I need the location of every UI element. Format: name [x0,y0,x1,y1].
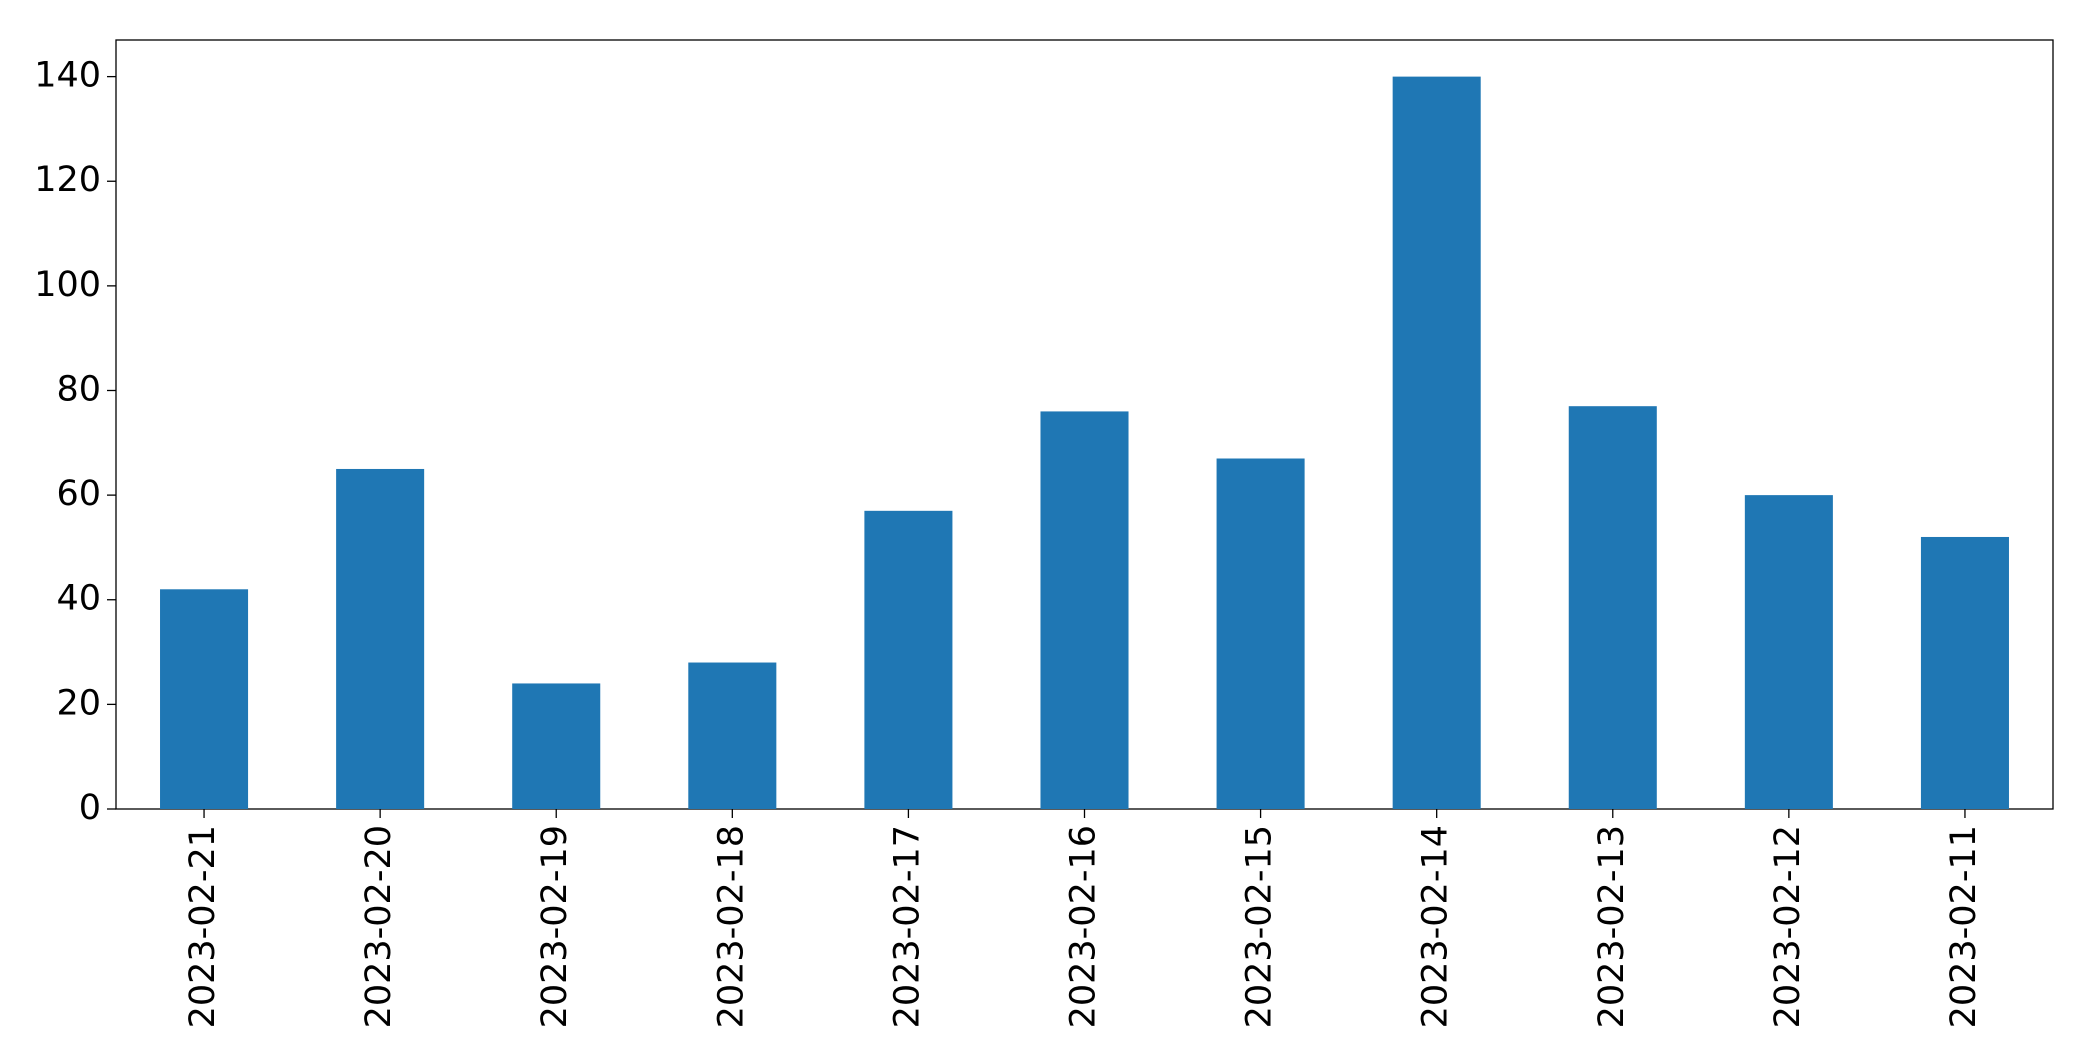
bar [1568,406,1657,809]
y-tick-label: 140 [34,56,101,96]
bar [1216,458,1305,809]
y-tick-label: 40 [56,579,101,619]
bar [864,510,953,809]
x-tick-label: 2023-02-17 [887,825,927,1028]
y-tick-label: 100 [34,265,101,305]
x-tick-label: 2023-02-20 [359,825,399,1028]
x-tick-label: 2023-02-19 [535,825,575,1028]
bar [160,589,249,809]
x-tick-label: 2023-02-16 [1064,825,1104,1028]
bar [1392,76,1481,810]
x-tick-label: 2023-02-21 [183,825,223,1028]
y-tick-label: 80 [56,369,101,409]
bar [512,683,601,809]
y-tick-label: 60 [56,474,101,514]
x-tick-label: 2023-02-12 [1768,825,1808,1028]
bar [1040,411,1129,809]
bar [1920,536,2009,809]
y-tick-label: 120 [34,160,101,200]
bar [336,468,425,809]
x-tick-label: 2023-02-14 [1416,825,1456,1028]
x-tick-label: 2023-02-18 [711,825,751,1028]
y-tick-label: 20 [56,683,101,723]
y-tick-label: 0 [79,788,101,828]
bar [1744,495,1833,809]
x-tick-label: 2023-02-13 [1592,825,1632,1028]
x-tick-label: 2023-02-15 [1240,825,1280,1028]
bar [688,662,777,809]
x-tick-label: 2023-02-11 [1944,825,1984,1028]
